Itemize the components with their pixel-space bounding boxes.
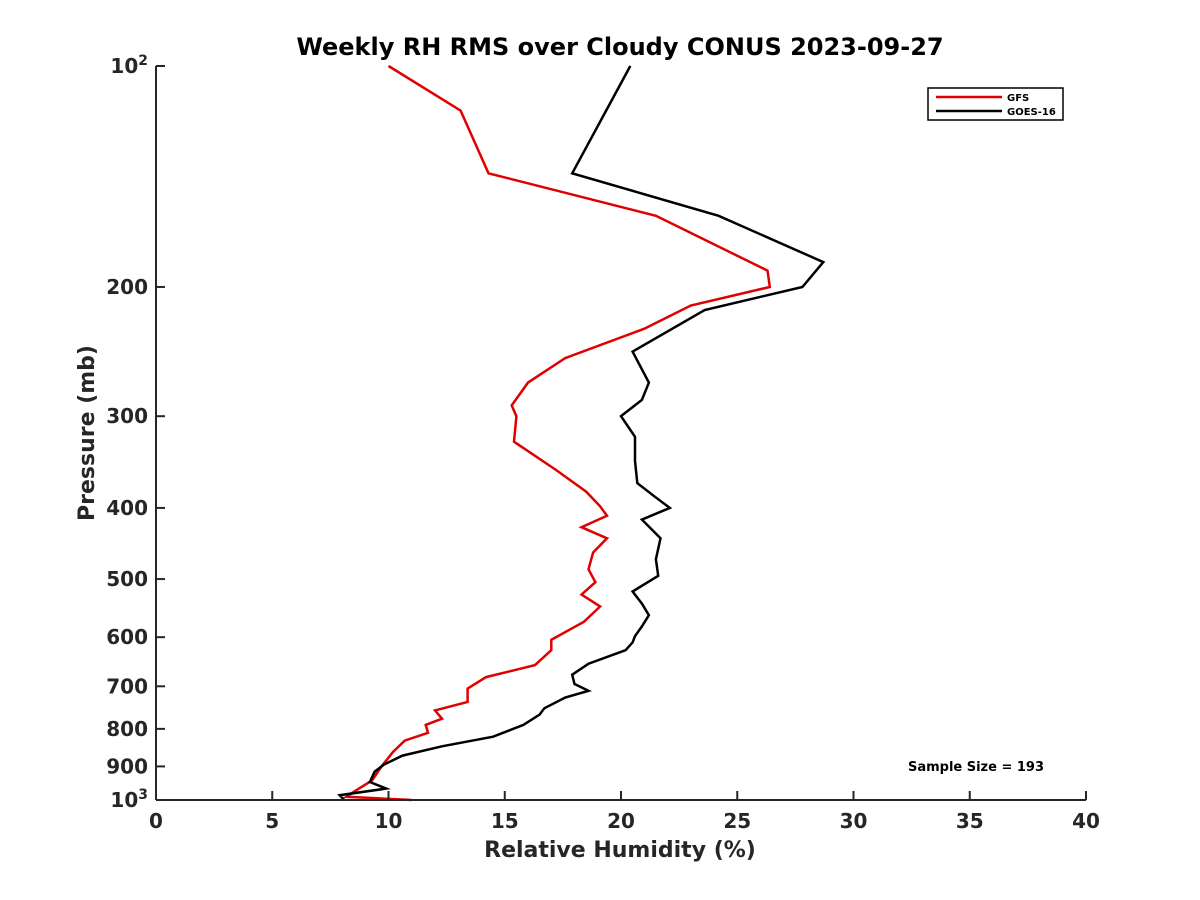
y-tick-label: 700 bbox=[106, 674, 148, 698]
x-tick-label: 40 bbox=[1072, 809, 1100, 833]
y-axis-label: Pressure (mb) bbox=[75, 345, 100, 521]
x-tick-label: 20 bbox=[607, 809, 635, 833]
x-tick-label: 5 bbox=[265, 809, 279, 833]
legend-box bbox=[927, 87, 1064, 121]
axes-layer: 0 5 10 15 20 25 30 35 40 102 200 300 400 500 600 700 800… bbox=[106, 53, 1100, 833]
chart-title: Weekly RH RMS over Cloudy CONUS 2023-09-… bbox=[296, 33, 943, 61]
legend-label-gfs: GFS bbox=[1007, 93, 1029, 104]
legend: GFS GOES-16 bbox=[927, 87, 1064, 121]
y-tick-label: 400 bbox=[106, 496, 148, 520]
sample-size-annotation: Sample Size = 193 bbox=[908, 760, 1044, 775]
y-tick-label: 900 bbox=[106, 754, 148, 778]
series-layer bbox=[337, 64, 826, 802]
y-tick-label: 500 bbox=[106, 567, 148, 591]
x-tick-label: 25 bbox=[723, 809, 751, 833]
series-line-goes-16 bbox=[337, 65, 826, 801]
y-tick-label: 600 bbox=[106, 625, 148, 649]
x-tick-label: 10 bbox=[375, 809, 403, 833]
y-tick-label: 102 bbox=[110, 53, 148, 78]
series-line-gfs bbox=[342, 64, 772, 802]
x-tick-label: 35 bbox=[956, 809, 984, 833]
y-tick-label: 200 bbox=[106, 275, 148, 299]
x-tick-label: 15 bbox=[491, 809, 519, 833]
x-tick-label: 30 bbox=[840, 809, 868, 833]
y-tick-label: 300 bbox=[106, 404, 148, 428]
y-tick-label: 103 bbox=[110, 787, 148, 812]
x-tick-label: 0 bbox=[149, 809, 163, 833]
x-axis-label: Relative Humidity (%) bbox=[484, 838, 756, 863]
y-tick-label: 800 bbox=[106, 717, 148, 741]
legend-label-goes16: GOES-16 bbox=[1007, 107, 1056, 118]
